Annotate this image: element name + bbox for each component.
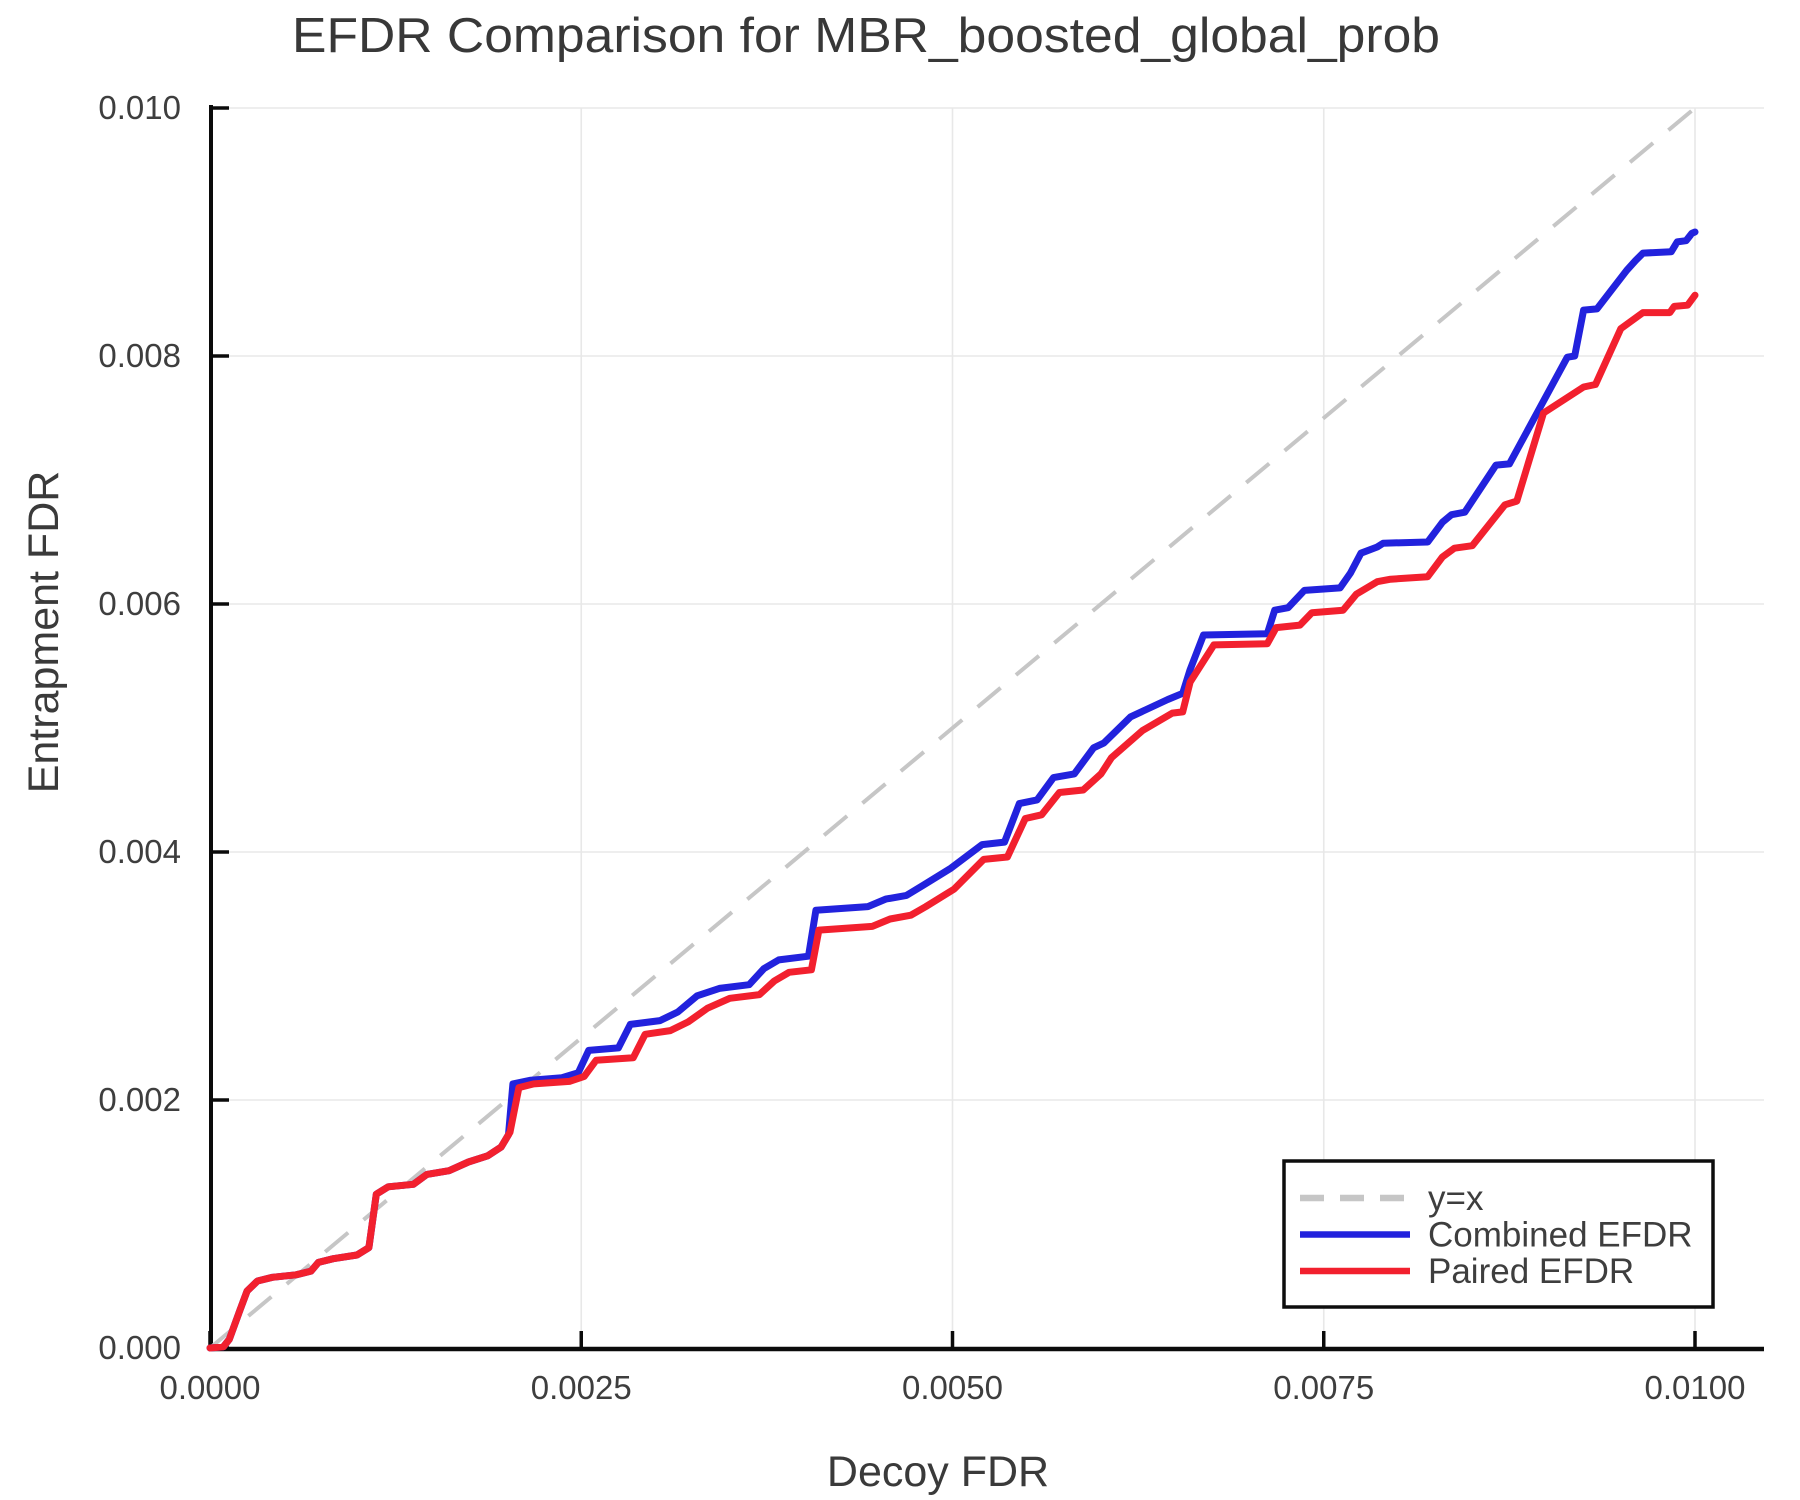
legend-label-identity: y=x: [1428, 1179, 1484, 1218]
chart-title: EFDR Comparison for MBR_boosted_global_p…: [292, 9, 1440, 63]
x-tick-label: 0.0075: [1273, 1369, 1374, 1406]
y-tick-label: 0.010: [98, 89, 181, 126]
x-axis-label: Decoy FDR: [827, 1448, 1049, 1496]
legend: y=x Combined EFDR Paired EFDR: [1282, 1159, 1715, 1309]
y-tick-label: 0.002: [98, 1081, 181, 1118]
identity-line: [208, 106, 1697, 1350]
y-tick-label: 0.000: [98, 1329, 181, 1366]
legend-item-combined: Combined EFDR: [1300, 1216, 1693, 1255]
y-tick-label: 0.006: [98, 585, 181, 622]
x-tick-label: 0.0025: [531, 1369, 632, 1406]
paired-efdr-line: [206, 291, 1699, 1352]
y-axis-label: Entrapment FDR: [20, 471, 68, 794]
y-tick-label: 0.004: [98, 833, 181, 870]
legend-label-paired: Paired EFDR: [1428, 1252, 1634, 1291]
x-tick-label: 0.0050: [902, 1369, 1003, 1406]
legend-item-paired: Paired EFDR: [1300, 1252, 1634, 1291]
legend-label-combined: Combined EFDR: [1428, 1216, 1693, 1255]
x-tick-label: 0.0000: [160, 1369, 261, 1406]
x-tick-label: 0.0100: [1645, 1369, 1746, 1406]
axis-tick-labels: 0.0000 0.0025 0.0050 0.0075 0.0100 0.000 0.002…: [98, 89, 1745, 1406]
legend-item-identity: y=x: [1300, 1179, 1484, 1218]
gridlines: [210, 107, 1764, 1348]
y-tick-label: 0.008: [98, 337, 181, 374]
